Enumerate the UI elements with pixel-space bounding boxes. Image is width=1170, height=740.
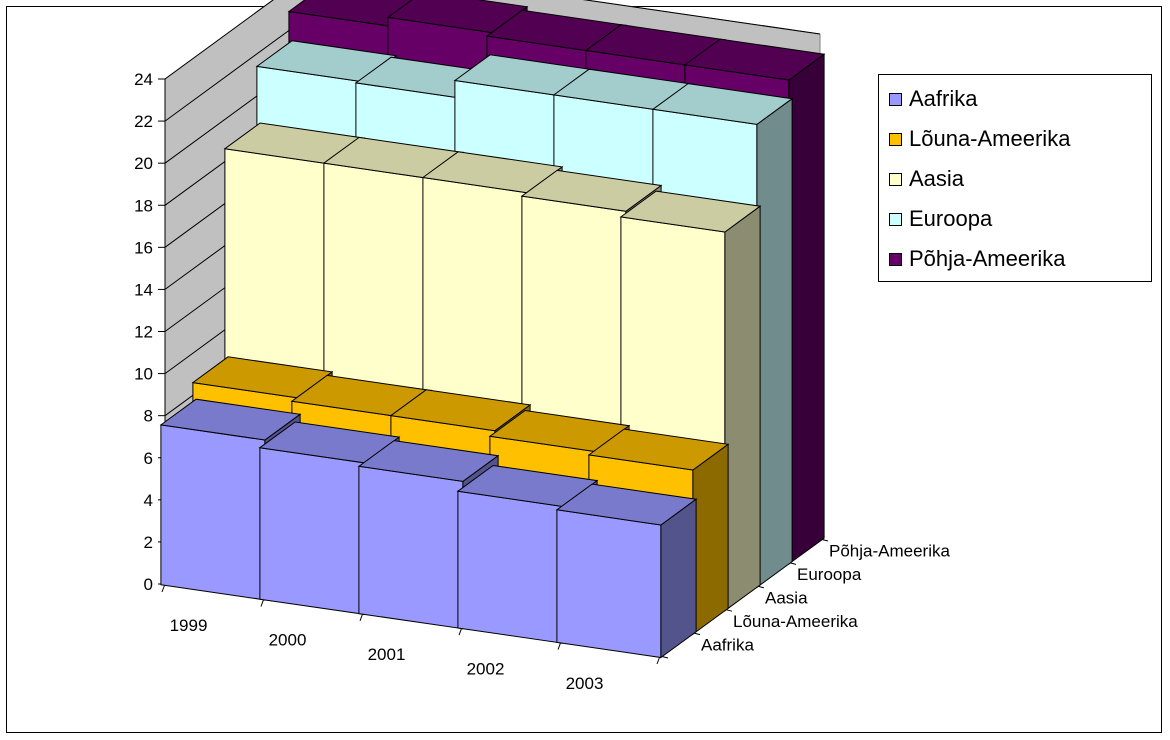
legend-swatch: [889, 173, 902, 186]
bar-side-face: [692, 443, 729, 636]
bar-top-face: [456, 464, 599, 507]
legend-swatch: [889, 133, 902, 146]
axis-labels: 0246810121416182022241999200020012002200…: [134, 70, 950, 693]
x-tick-label: 1999: [170, 616, 208, 635]
bar-top-face: [159, 398, 302, 441]
bar-top-face: [421, 151, 564, 194]
legend-label: Lõuna-Ameerika: [909, 126, 1071, 151]
y-tick-label: 12: [134, 323, 153, 342]
legend-label: Euroopa: [909, 206, 993, 231]
bar-top-face: [520, 169, 663, 212]
y-tick-label: 18: [134, 196, 153, 215]
bar-top-face: [587, 428, 730, 471]
depth-tick-label: Põhja-Ameerika: [829, 542, 950, 561]
bar-top-face: [488, 409, 631, 452]
bar-side-face: [788, 53, 825, 565]
x-tick-label: 2001: [368, 645, 406, 664]
bars: [159, 0, 826, 659]
bar-top-face: [389, 389, 532, 432]
legend-swatch: [889, 213, 902, 226]
legend-swatch: [889, 253, 902, 266]
x-tick-label: 2002: [467, 659, 505, 678]
x-tick-label: 2000: [269, 631, 307, 650]
gridline: [164, 0, 821, 80]
y-tick-label: 0: [144, 575, 153, 594]
bar-front-face: [358, 465, 464, 630]
bar-top-face: [357, 440, 500, 482]
y-tick-label: 10: [134, 365, 153, 384]
bar-top-face: [619, 190, 762, 233]
bar: [555, 483, 698, 659]
depth-tick-label: Aafrika: [701, 635, 754, 654]
y-tick-label: 20: [134, 154, 153, 173]
y-tick-label: 8: [144, 407, 153, 426]
depth-tick-label: Lõuna-Ameerika: [733, 612, 858, 631]
bar-top-face: [255, 40, 398, 83]
legend-label: Aafrika: [909, 86, 978, 111]
bar-front-face: [259, 447, 365, 615]
bar-side-face: [756, 97, 793, 589]
y-tick-label: 22: [134, 112, 153, 131]
legend: Aafrika Lõuna-Ameerika Aasia Euroopa Põhja-A…: [878, 74, 1152, 282]
legend-label: Põhja-Ameerika: [909, 246, 1066, 271]
legend-swatch: [889, 93, 902, 106]
y-tick-label: 16: [134, 238, 153, 257]
bar-top-face: [386, 0, 529, 34]
bar-top-face: [258, 421, 401, 464]
bar-front-face: [160, 424, 266, 601]
y-tick-label: 14: [134, 280, 153, 299]
bar-side-face: [660, 498, 697, 659]
bar-side-face: [724, 205, 761, 612]
y-tick-label: 6: [144, 449, 153, 468]
bar-front-face: [457, 490, 563, 644]
depth-tick-label: Euroopa: [797, 565, 862, 584]
bar-top-face: [651, 83, 794, 125]
legend-label: Aasia: [909, 166, 965, 191]
bar-top-face: [555, 483, 698, 526]
y-tick-label: 24: [134, 70, 153, 89]
x-tick-label: 2003: [566, 674, 604, 693]
y-tick-label: 4: [144, 491, 153, 510]
depth-tick-label: Aasia: [765, 589, 808, 608]
y-tick-label: 2: [144, 533, 153, 552]
bar-top-face: [683, 38, 826, 81]
bar-front-face: [556, 509, 662, 659]
bar-top-face: [191, 356, 334, 399]
